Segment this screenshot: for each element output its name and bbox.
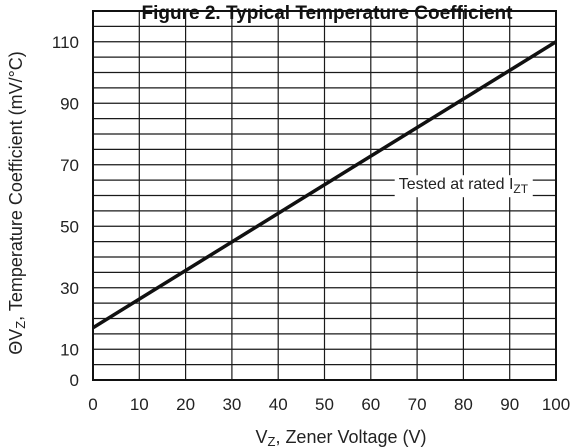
series-group xyxy=(92,40,557,330)
x-tick-label: 40 xyxy=(269,395,288,414)
x-tick-label: 70 xyxy=(408,395,427,414)
x-tick-labels: 0 10 20 30 40 50 60 70 80 90 100 xyxy=(88,395,570,414)
y-tick-labels: 0 10 30 50 70 90 110 xyxy=(52,33,79,390)
annotation-subscript: ZT xyxy=(513,182,528,196)
annotation-background xyxy=(394,175,533,198)
y-tick-label: 0 xyxy=(70,371,79,390)
annotation-text: Tested at rated I xyxy=(399,176,514,193)
y-tick-label: 50 xyxy=(60,217,79,236)
y-tick-label: 30 xyxy=(60,279,79,298)
y-tick-label: 10 xyxy=(60,340,79,359)
y-tick-label: 110 xyxy=(52,33,79,52)
y-axis-symbol: ΘV xyxy=(6,329,26,355)
y-axis-subscript: Z xyxy=(13,321,28,329)
x-axis-text: , Zener Voltage (V) xyxy=(275,427,426,447)
x-axis-symbol: V xyxy=(255,427,267,447)
y-tick-label: 70 xyxy=(60,156,79,175)
x-axis-title: VZ, Zener Voltage (V) xyxy=(255,427,426,447)
x-axis-subscript: Z xyxy=(267,434,275,447)
x-tick-label: 10 xyxy=(130,395,149,414)
series-line xyxy=(92,40,557,330)
x-tick-label: 60 xyxy=(361,395,380,414)
annotation-label: Tested at rated IZT xyxy=(399,176,529,196)
plot-frame xyxy=(92,10,557,381)
x-tick-label: 20 xyxy=(176,395,195,414)
x-tick-label: 30 xyxy=(222,395,241,414)
y-axis-text: , Temperature Coefficient (mV/°C) xyxy=(6,51,26,321)
y-tick-label: 90 xyxy=(60,94,79,113)
x-tick-label: 80 xyxy=(454,395,473,414)
x-tick-label: 50 xyxy=(315,395,334,414)
chart-title: Figure 2. Typical Temperature Coefficien… xyxy=(142,3,514,24)
x-tick-label: 0 xyxy=(88,395,97,414)
y-axis-title: ΘVZ, Temperature Coefficient (mV/°C) xyxy=(6,51,28,355)
annotations: Tested at rated IZT xyxy=(394,175,533,198)
x-tick-label: 90 xyxy=(500,395,519,414)
x-tick-label: 100 xyxy=(542,395,570,414)
